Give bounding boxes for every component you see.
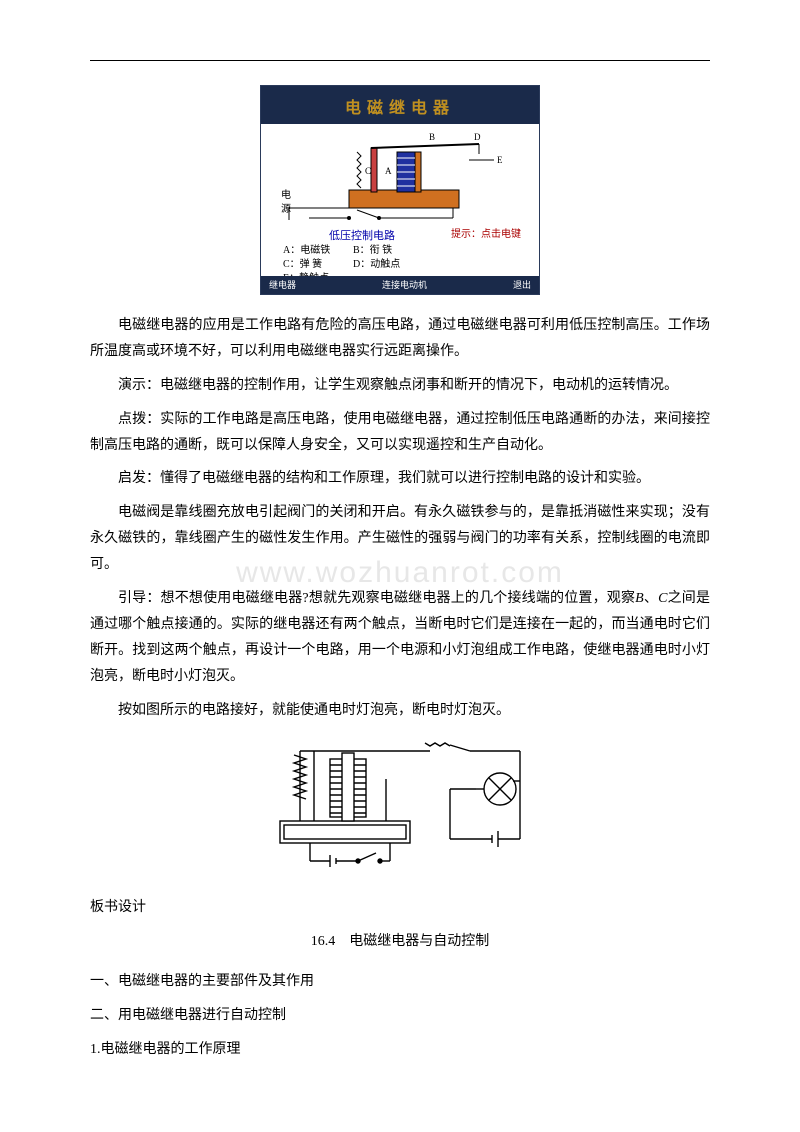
slide-title: 电磁继电器 [261,86,539,124]
paragraph-7: 按如图所示的电路接好，就能使通电时灯泡亮，断电时灯泡灭。 [90,698,710,724]
legend-d: D：动触点 [353,258,400,272]
p6-c: 、 [644,591,658,606]
svg-text:电: 电 [281,188,291,201]
figure-relay-slide: 电磁继电器 [260,85,540,295]
outline-s3: 1.电磁继电器的工作原理 [90,1037,710,1063]
svg-text:B: B [429,132,435,142]
figure-circuit [270,731,530,871]
svg-text:E: E [497,155,503,165]
svg-text:D: D [474,132,481,142]
footer-left: 继电器 [269,277,296,294]
title-number: 16.4 [311,934,336,949]
legend-c: C：弹 簧 [283,258,353,272]
paragraph-1: 电磁继电器的应用是工作电路有危险的高压电路，通过电磁继电器可利用低压控制高压。工… [90,313,710,365]
footer-mid: 连接电动机 [382,277,427,294]
legend-b: B：衔 铁 [353,244,392,258]
title-text: 电磁继电器与自动控制 [349,934,489,949]
legend-a: A：电磁铁 [283,244,353,258]
paragraph-3: 点拨：实际的工作电路是高压电路，使用电磁继电器，通过控制低压电路通断的办法，来间… [90,407,710,459]
relay-diagram: B D E C A 电 源 [279,130,519,220]
outline-s1: 一、电磁继电器的主要部件及其作用 [90,969,710,995]
slide-canvas: B D E C A 电 源 [269,126,531,270]
footer-right: 退出 [513,277,531,294]
paragraph-2: 演示：电磁继电器的控制作用，让学生观察触点闭事和断开的情况下，电动机的运转情况。 [90,373,710,399]
outline-heading: 板书设计 [90,895,710,921]
slide-footer: 继电器 连接电动机 退出 [261,276,539,294]
svg-text:C: C [365,166,371,176]
svg-text:A: A [385,166,392,176]
outline-s2: 二、用电磁继电器进行自动控制 [90,1003,710,1029]
paragraph-4: 启发：懂得了电磁继电器的结构和工作原理，我们就可以进行控制电路的设计和实验。 [90,466,710,492]
outline-title: 16.4 电磁继电器与自动控制 [90,929,710,955]
p6-b: B [635,591,644,606]
slide-tip: 提示：点击电键 [451,226,521,245]
paragraph-6: 引导：想不想使用电磁继电器?想就先观察电磁继电器上的几个接线端的位置，观察B、C… [90,586,710,690]
p6-a: 引导：想不想使用电磁继电器?想就先观察电磁继电器上的几个接线端的位置，观察 [118,591,635,606]
paragraph-5: 电磁阀是靠线圈充放电引起阀门的关闭和开启。有永久磁铁参与的，是靠抵消磁性来实现；… [90,500,710,578]
svg-text:源: 源 [281,202,291,215]
